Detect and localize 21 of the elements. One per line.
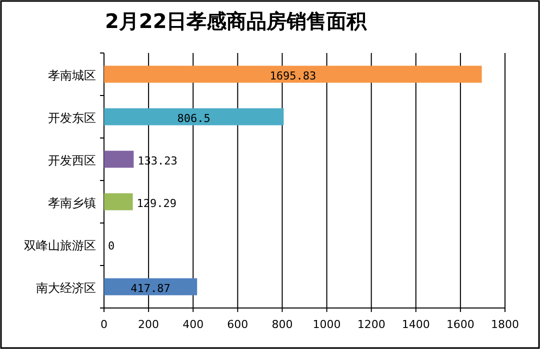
data-label: 806.5 — [177, 112, 210, 125]
y-tick-label: 开发西区 — [48, 153, 96, 168]
x-tick-label: 800 — [272, 318, 293, 331]
x-tick-label: 600 — [227, 318, 248, 331]
x-tick-label: 1000 — [312, 318, 341, 331]
y-tick-label: 南大经济区 — [36, 280, 96, 295]
y-tick-label: 孝南乡镇 — [48, 196, 96, 210]
data-label: 1695.83 — [270, 69, 316, 82]
data-label: 417.87 — [130, 282, 170, 295]
x-tick-label: 200 — [138, 318, 160, 331]
x-tick-label: 1800 — [491, 318, 519, 331]
y-tick-label: 开发东区 — [48, 110, 96, 125]
x-tick-label: 400 — [182, 318, 204, 331]
x-tick-label: 1200 — [357, 318, 386, 331]
x-tick-label: 0 — [100, 318, 108, 331]
y-tick-label: 孝南城区 — [48, 68, 96, 82]
x-tick-label: 1600 — [446, 318, 474, 331]
y-tick-label: 双峰山旅游区 — [24, 238, 96, 252]
data-label: 0 — [108, 239, 115, 252]
title: 2月22日孝感商品房销售面积 — [105, 9, 367, 33]
x-tick-label: 1400 — [402, 318, 430, 331]
